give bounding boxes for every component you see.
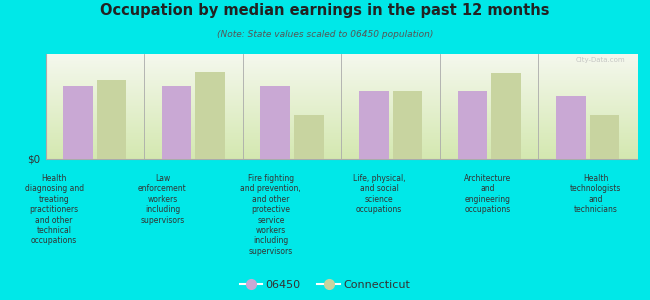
- Bar: [556, 96, 586, 159]
- Bar: [63, 85, 93, 159]
- Text: Law
enforcement
workers
including
supervisors: Law enforcement workers including superv…: [138, 174, 187, 225]
- Bar: [491, 73, 521, 159]
- Text: Health
technologists
and
technicians: Health technologists and technicians: [570, 174, 621, 214]
- Bar: [196, 72, 225, 159]
- Text: City-Data.com: City-Data.com: [575, 57, 625, 63]
- Legend: 06450, Connecticut: 06450, Connecticut: [236, 276, 414, 294]
- Text: Fire fighting
and prevention,
and other
protective
service
workers
including
sup: Fire fighting and prevention, and other …: [240, 174, 301, 256]
- Text: Occupation by median earnings in the past 12 months: Occupation by median earnings in the pas…: [100, 3, 550, 18]
- Bar: [162, 85, 191, 159]
- Bar: [359, 91, 389, 159]
- Bar: [393, 91, 422, 159]
- Text: Life, physical,
and social
science
occupations: Life, physical, and social science occup…: [353, 174, 406, 214]
- Text: Architecture
and
engineering
occupations: Architecture and engineering occupations: [464, 174, 511, 214]
- Text: (Note: State values scaled to 06450 population): (Note: State values scaled to 06450 popu…: [217, 30, 433, 39]
- Bar: [97, 80, 126, 159]
- Bar: [261, 85, 290, 159]
- Bar: [294, 115, 324, 159]
- Text: Health
diagnosing and
treating
practitioners
and other
technical
occupations: Health diagnosing and treating practitio…: [25, 174, 84, 245]
- Bar: [590, 115, 619, 159]
- Bar: [458, 91, 487, 159]
